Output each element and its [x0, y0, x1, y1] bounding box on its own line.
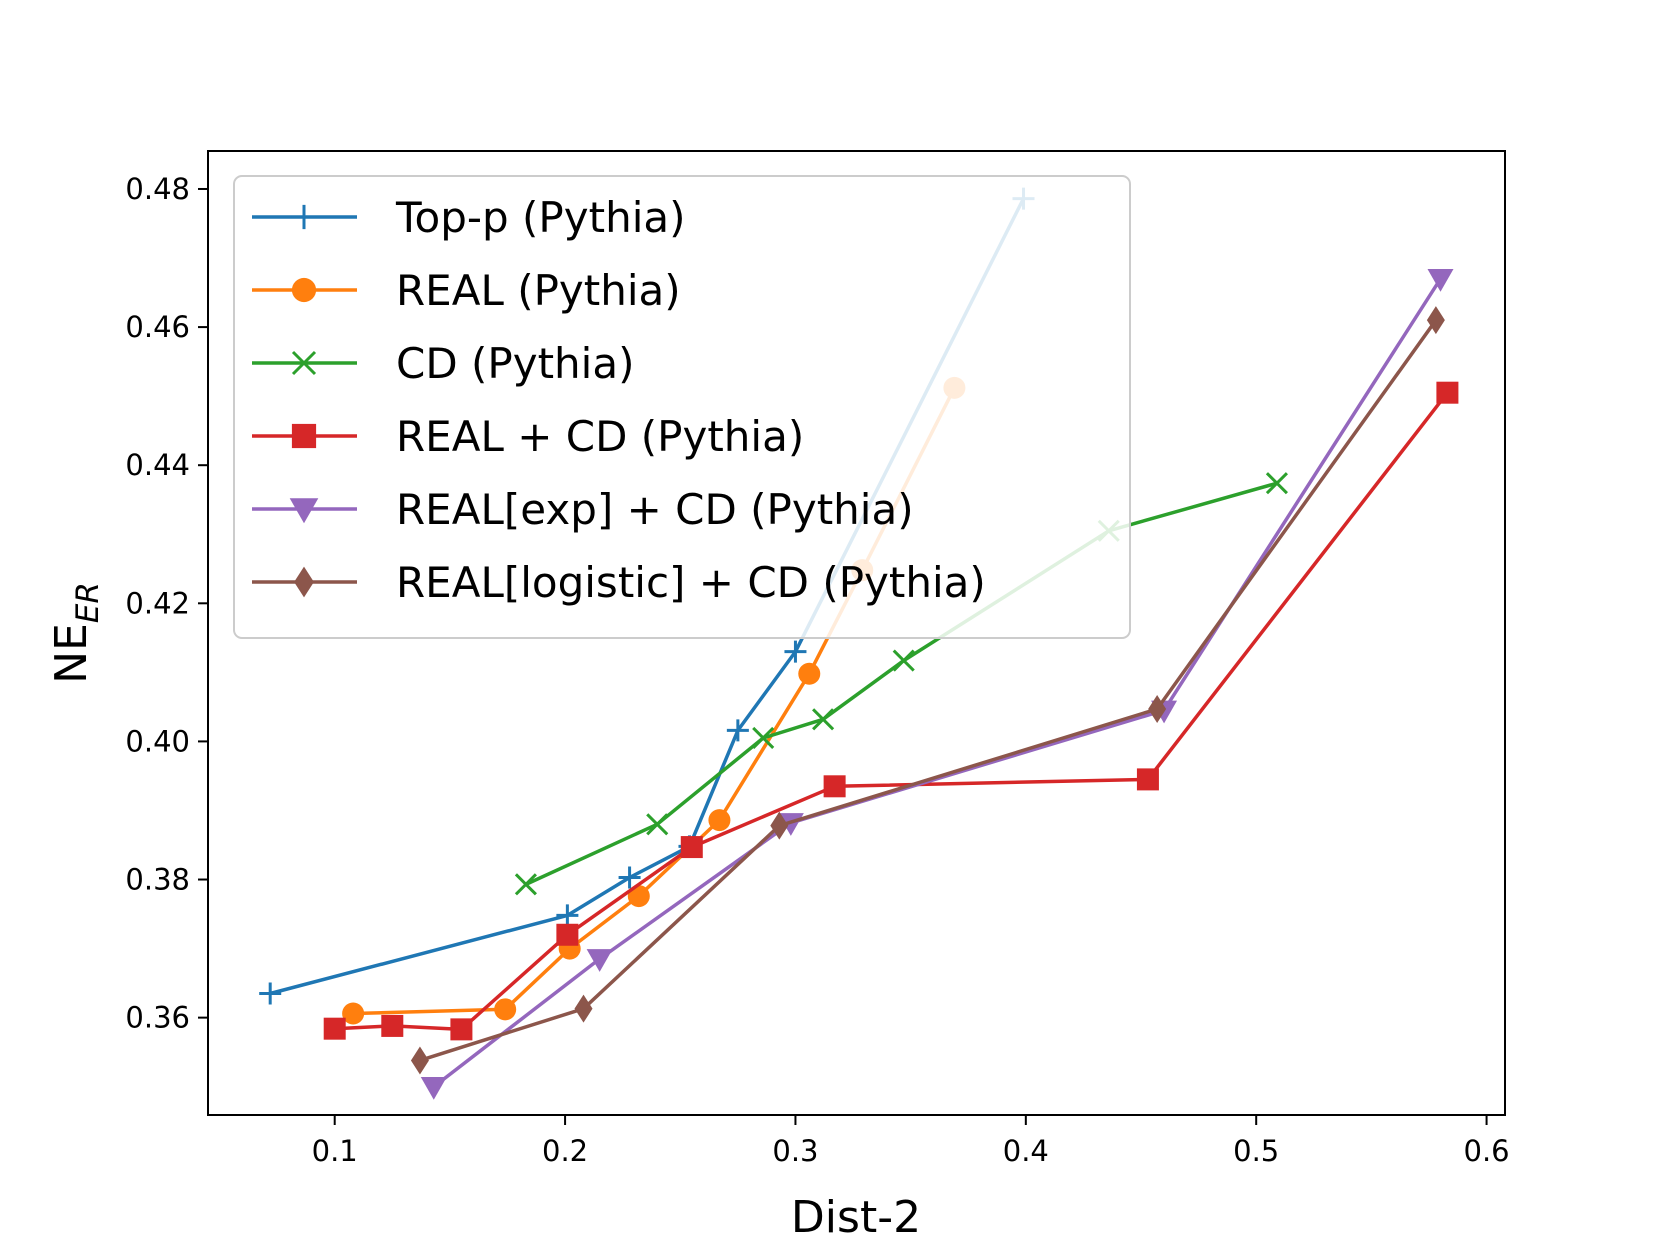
- legend-item: REAL + CD (Pythia): [252, 412, 804, 461]
- data-point: [291, 350, 317, 376]
- plot-area: [259, 187, 1459, 1100]
- data-point: [381, 1014, 404, 1037]
- data-point: [291, 277, 317, 303]
- legend-item: REAL (Pythia): [252, 266, 681, 315]
- data-point: [646, 813, 669, 836]
- y-tick-label: 0.40: [125, 724, 190, 758]
- legend-label: REAL (Pythia): [396, 266, 681, 315]
- y-tick-label: 0.48: [125, 172, 190, 206]
- data-point: [823, 775, 846, 798]
- data-point: [1265, 472, 1288, 495]
- data-point: [1436, 381, 1459, 404]
- x-tick-label: 0.1: [312, 1134, 358, 1168]
- y-axis-label-sub: ER: [70, 582, 106, 623]
- y-tick-label: 0.46: [125, 310, 190, 344]
- data-point: [556, 923, 579, 946]
- data-point: [291, 423, 317, 449]
- series-4: [323, 381, 1459, 1041]
- legend: Top-p (Pythia) REAL (Pythia) CD (Pythia) RE…: [233, 175, 1131, 639]
- data-point: [770, 811, 789, 840]
- data-point: [514, 873, 537, 896]
- y-tick-label: 0.44: [125, 448, 190, 482]
- y-tick-label: 0.36: [125, 1001, 190, 1035]
- legend-label: Top-p (Pythia): [395, 193, 686, 242]
- data-point: [323, 1017, 346, 1040]
- x-tick-label: 0.3: [772, 1134, 818, 1168]
- data-point: [798, 662, 821, 685]
- legend-item: REAL[exp] + CD (Pythia): [252, 485, 914, 534]
- legend-label: CD (Pythia): [396, 339, 634, 388]
- data-point: [680, 836, 703, 859]
- data-point: [259, 982, 282, 1005]
- axes-frame: [207, 150, 1506, 1116]
- y-tick-label: 0.42: [125, 586, 190, 620]
- data-point: [289, 498, 319, 524]
- data-point: [618, 866, 641, 889]
- data-point: [752, 726, 775, 750]
- data-point: [494, 998, 517, 1021]
- data-point: [812, 708, 835, 731]
- data-point: [410, 1046, 429, 1075]
- legend-label: REAL + CD (Pythia): [396, 412, 804, 461]
- legend-item: CD (Pythia): [252, 339, 634, 388]
- data-point: [294, 566, 314, 598]
- data-point: [1427, 269, 1454, 292]
- x-axis: 0.1 0.2 0.3 0.4 0.5 0.6: [312, 1115, 1510, 1168]
- x-tick-label: 0.4: [1003, 1134, 1049, 1168]
- x-tick-label: 0.6: [1464, 1134, 1510, 1168]
- data-point: [627, 885, 650, 908]
- data-point: [1426, 306, 1445, 335]
- data-point: [556, 904, 579, 927]
- x-tick-label: 0.2: [542, 1134, 588, 1168]
- data-point: [726, 719, 749, 742]
- data-point: [450, 1018, 473, 1041]
- legend-item: Top-p (Pythia): [252, 193, 686, 242]
- data-point: [784, 640, 807, 663]
- legend-label: REAL[exp] + CD (Pythia): [396, 485, 914, 534]
- legend-item: REAL[logistic] + CD (Pythia): [252, 558, 986, 607]
- data-point: [586, 949, 613, 972]
- x-tick-label: 0.5: [1233, 1134, 1279, 1168]
- data-point: [291, 204, 317, 230]
- data-point: [342, 1002, 365, 1025]
- data-point: [1136, 768, 1159, 791]
- y-axis-label-main: NE: [46, 623, 97, 684]
- data-point: [420, 1076, 447, 1100]
- series-line: [334, 391, 1449, 1032]
- y-axis: 0.36 0.38 0.40 0.42 0.44 0.46 0.48: [125, 172, 208, 1035]
- y-axis-label: NEER: [46, 582, 106, 684]
- data-point: [1148, 694, 1167, 723]
- legend-label: REAL[logistic] + CD (Pythia): [396, 558, 986, 607]
- data-point: [708, 809, 731, 832]
- y-tick-label: 0.38: [125, 863, 190, 897]
- series-6: [410, 306, 1445, 1075]
- x-axis-label: Dist-2: [791, 1192, 921, 1243]
- data-point: [892, 649, 915, 672]
- data-point: [574, 994, 593, 1023]
- legend-box: [233, 175, 1131, 639]
